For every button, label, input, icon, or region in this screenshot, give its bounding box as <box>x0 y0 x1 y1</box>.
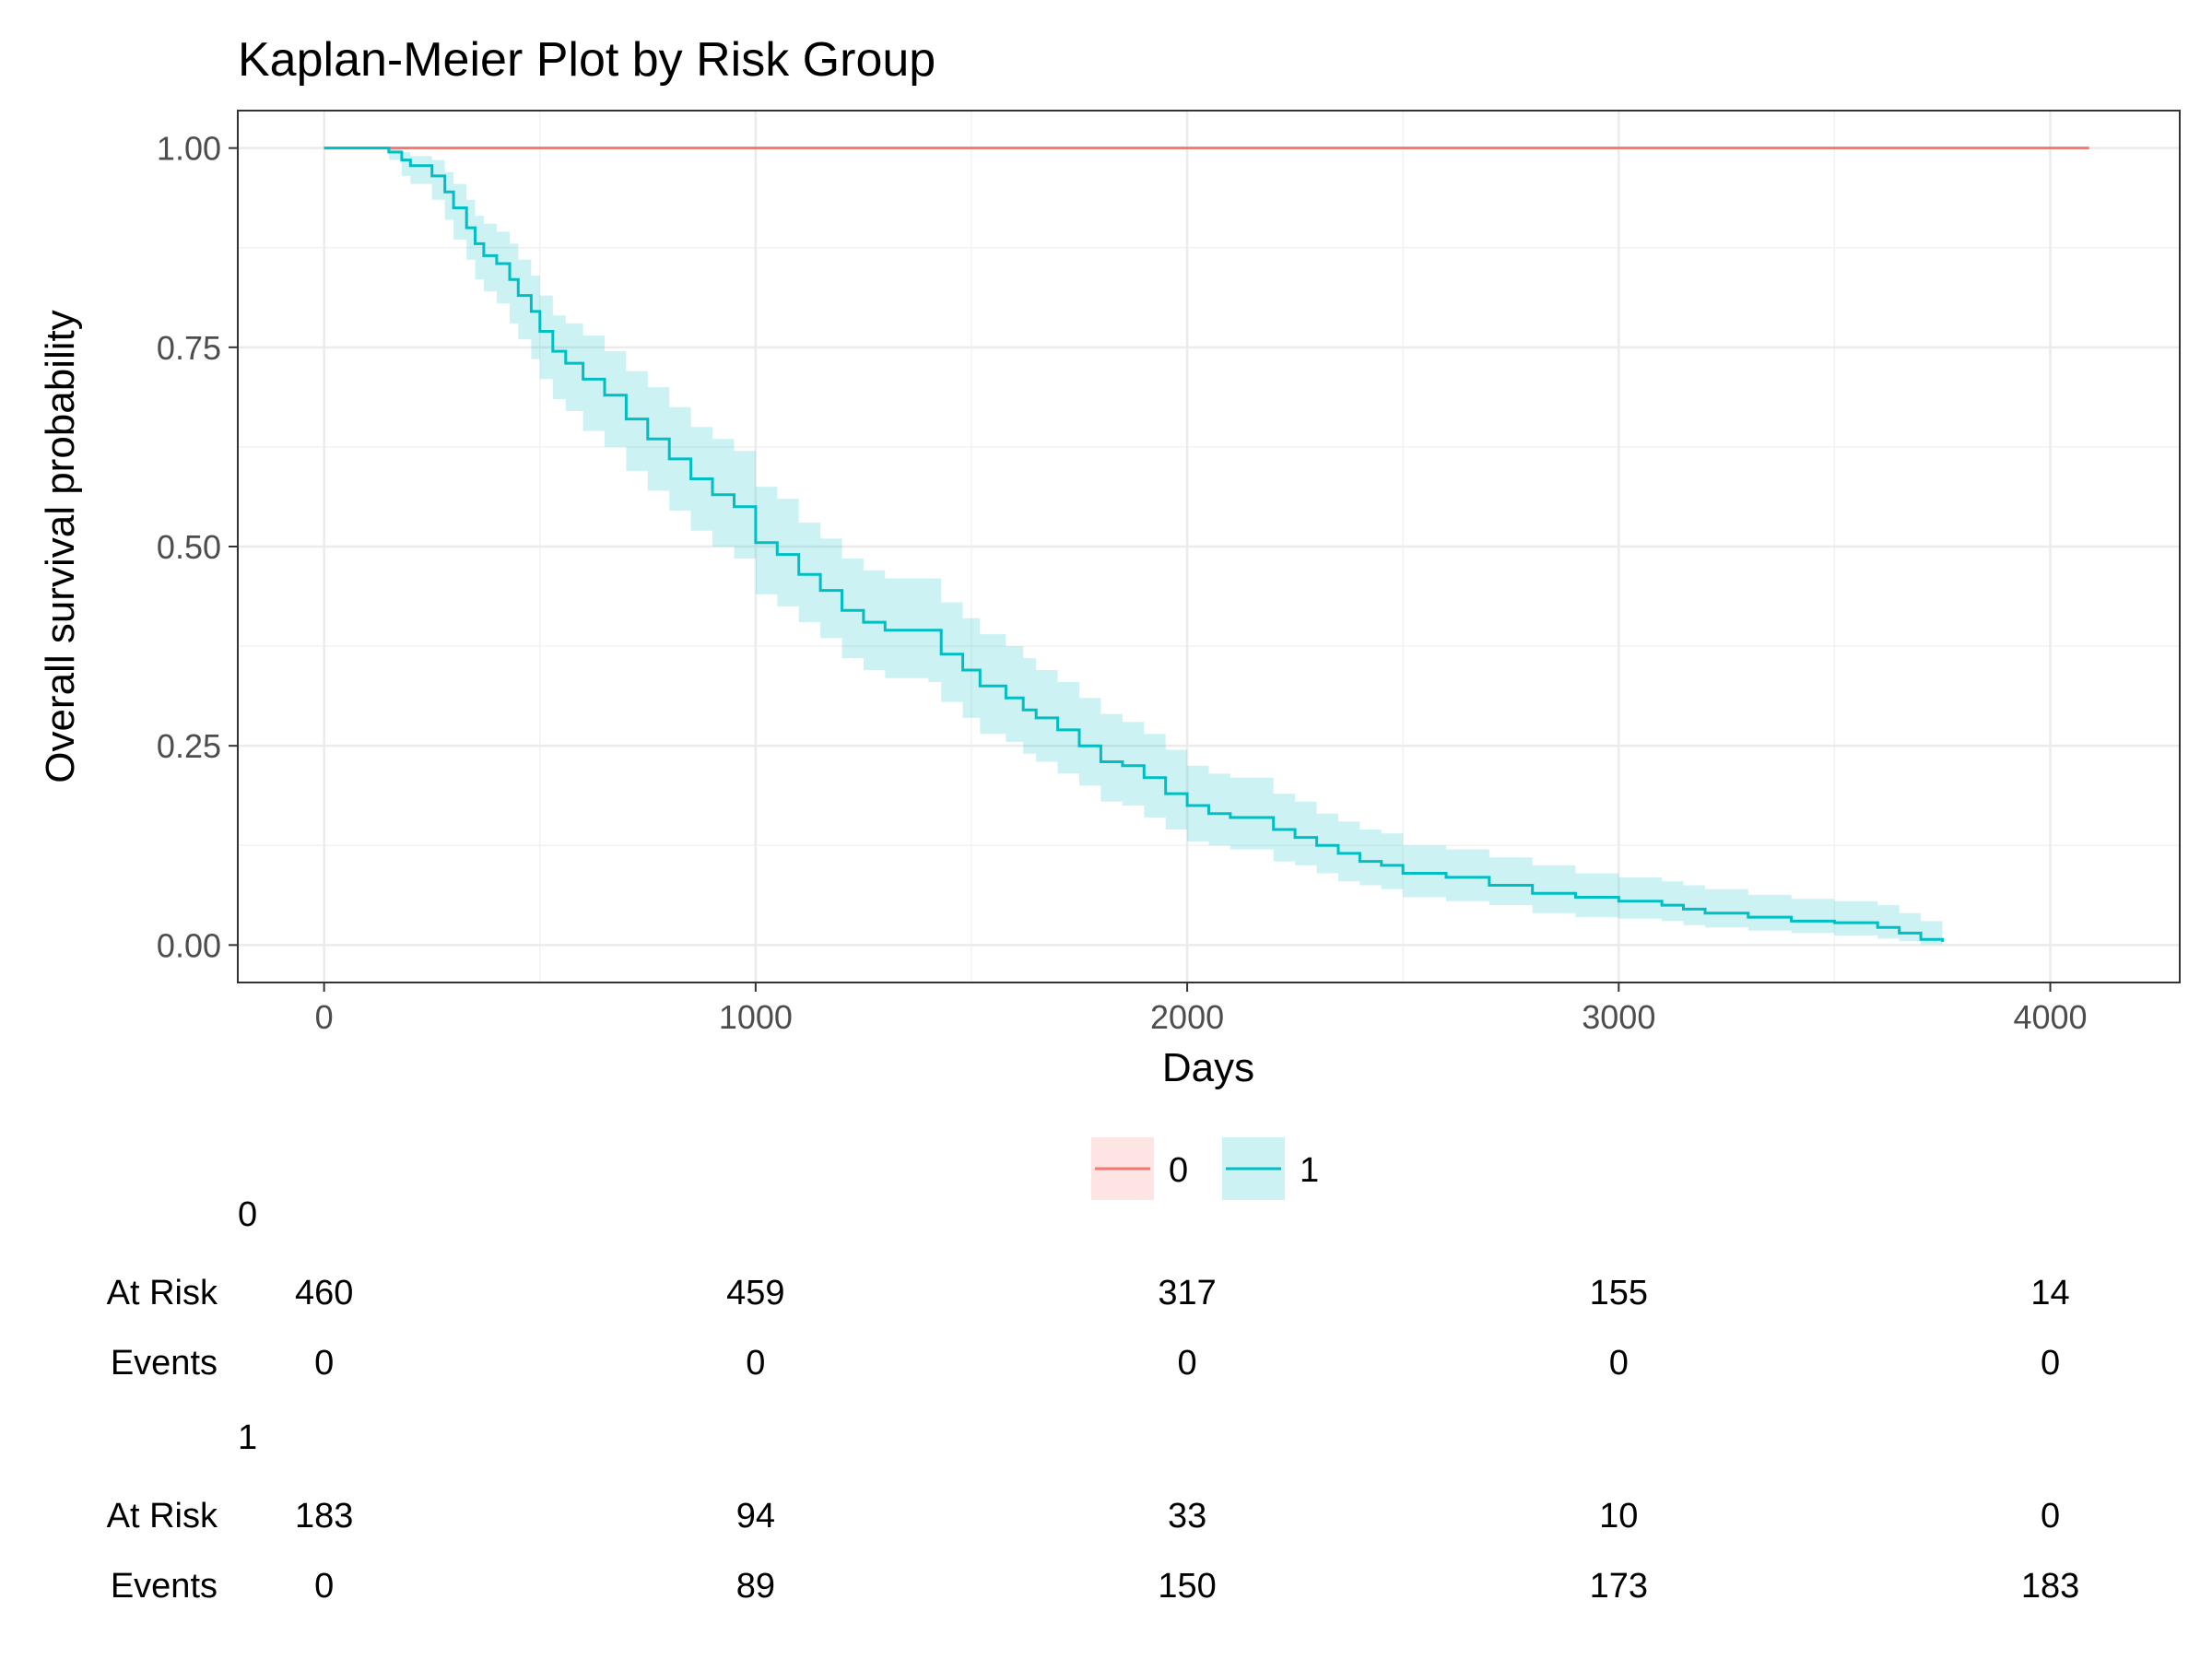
risk-table-events-value: 89 <box>736 1567 775 1606</box>
y-tick-label: 0.50 <box>157 528 221 566</box>
y-axis: 0.00 0.25 0.50 0.75 1.00 <box>157 130 238 964</box>
risk-table-at-risk-value: 459 <box>726 1274 784 1312</box>
risk-table-events-value: 183 <box>2021 1567 2079 1606</box>
survival-curve-group-1 <box>324 147 1944 942</box>
legend-key-group-1 <box>1222 1137 1285 1200</box>
legend-label: 0 <box>1169 1151 1188 1190</box>
legend-label: 1 <box>1300 1151 1319 1190</box>
risk-table-events-value: 0 <box>1609 1344 1629 1382</box>
risk-table-events-value: 0 <box>314 1567 334 1606</box>
risk-table-at-risk-value: 94 <box>736 1497 775 1535</box>
x-tick-label: 2000 <box>1150 998 1224 1036</box>
y-tick-label: 0.75 <box>157 329 221 367</box>
risk-table-row-label-at-risk: At Risk <box>107 1274 218 1312</box>
ci-band-group-1 <box>324 147 1943 946</box>
risk-table-at-risk-value: 460 <box>295 1274 353 1312</box>
y-tick-label: 0.00 <box>157 926 221 964</box>
survival-curves <box>324 147 2089 942</box>
risk-table-events-value: 0 <box>2041 1344 2060 1382</box>
x-axis-label: Days <box>1162 1045 1254 1090</box>
x-tick-label: 3000 <box>1582 998 1655 1036</box>
x-axis: 0 1000 2000 3000 4000 <box>315 982 2088 1036</box>
x-tick-label: 4000 <box>2013 998 2087 1036</box>
risk-table-at-risk-value: 33 <box>1168 1497 1206 1535</box>
risk-table-events-value: 0 <box>746 1344 765 1382</box>
y-tick-label: 1.00 <box>157 130 221 168</box>
y-tick-label: 0.25 <box>157 727 221 765</box>
chart-title: Kaplan-Meier Plot by Risk Group <box>238 33 935 87</box>
risk-table-at-risk-value: 0 <box>2041 1497 2060 1535</box>
confidence-bands <box>324 147 1943 946</box>
risk-table-group-label: 0 <box>238 1195 257 1234</box>
risk-table-row-label-events: Events <box>111 1344 218 1382</box>
risk-table-events-value: 0 <box>1178 1344 1197 1382</box>
x-tick-label: 1000 <box>719 998 793 1036</box>
risk-table: 0 At Risk Events 460 0 459 0 317 0 155 0 14 0 1 At Ris… <box>107 1195 2080 1606</box>
risk-table-at-risk-value: 317 <box>1158 1274 1216 1312</box>
risk-table-at-risk-value: 14 <box>2030 1274 2069 1312</box>
risk-table-at-risk-value: 155 <box>1590 1274 1648 1312</box>
risk-table-at-risk-value: 183 <box>295 1497 353 1535</box>
risk-table-at-risk-value: 10 <box>1599 1497 1638 1535</box>
risk-table-row-label-events: Events <box>111 1567 218 1606</box>
x-tick-label: 0 <box>315 998 334 1036</box>
risk-table-group-label: 1 <box>238 1418 257 1457</box>
risk-table-row-label-at-risk: At Risk <box>107 1497 218 1535</box>
risk-table-events-value: 150 <box>1158 1567 1216 1606</box>
risk-table-events-value: 0 <box>314 1344 334 1382</box>
y-axis-label: Overall survival probability <box>38 310 83 783</box>
risk-table-events-value: 173 <box>1590 1567 1648 1606</box>
legend-key-group-0 <box>1091 1137 1154 1200</box>
